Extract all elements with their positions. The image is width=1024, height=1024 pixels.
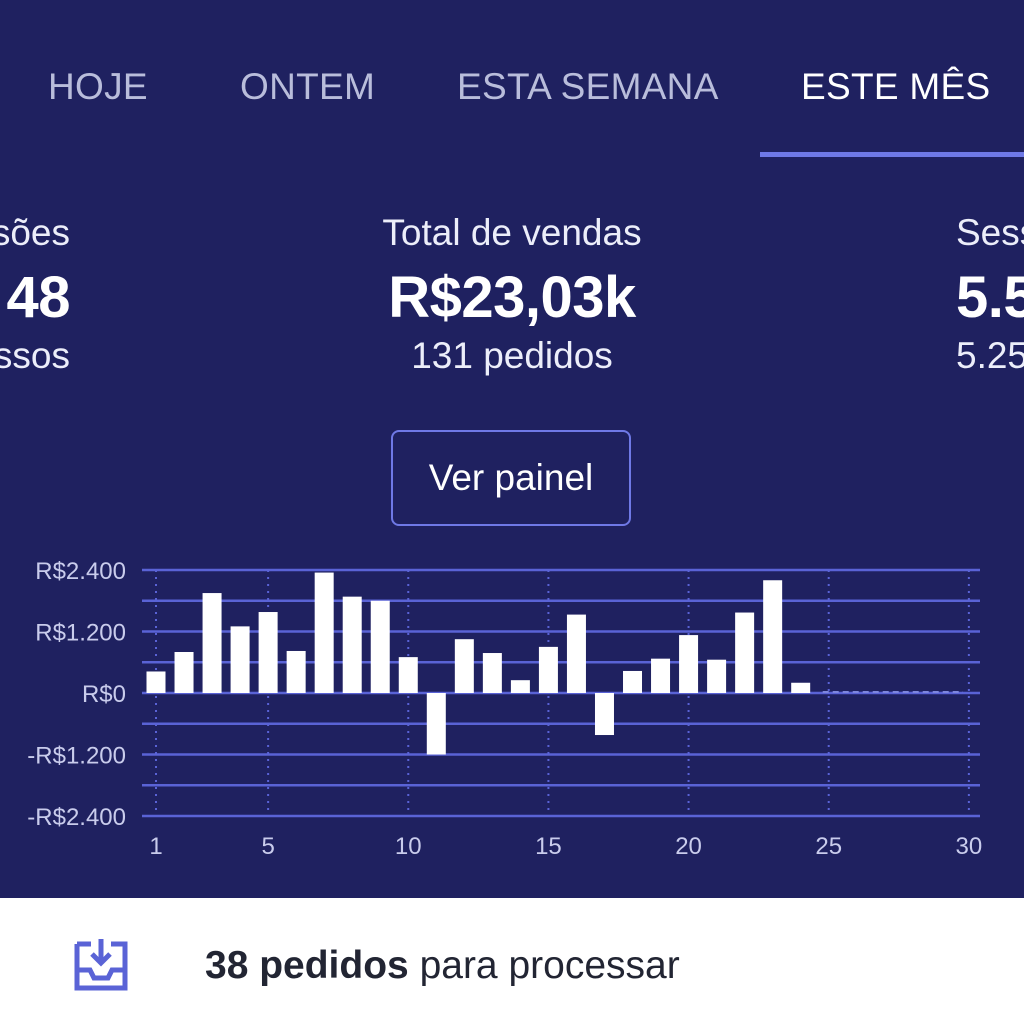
y-tick-label: -R$1.200 xyxy=(27,743,126,770)
bar-day-9 xyxy=(370,600,390,693)
orders-count: 38 pedidos xyxy=(205,944,409,987)
sessions-label: Sess xyxy=(956,212,1024,253)
bar-day-10 xyxy=(398,657,418,693)
bar-day-14 xyxy=(510,680,530,693)
y-tick-label: R$1.200 xyxy=(35,620,126,647)
bar-day-6 xyxy=(286,650,306,693)
tab-esta-semana[interactable]: ESTA SEMANA xyxy=(457,66,719,107)
sessions-sub: 5.25 xyxy=(956,335,1024,376)
y-tick-label: R$0 xyxy=(82,681,126,708)
total-sales-value: R$23,03k xyxy=(388,265,636,330)
bar-day-11 xyxy=(426,693,446,755)
active-tab-indicator xyxy=(760,152,1024,157)
bar-day-19 xyxy=(651,658,671,693)
bar-day-3 xyxy=(202,593,222,693)
tab-ontem[interactable]: ONTEM xyxy=(240,66,376,107)
x-tick-label: 10 xyxy=(395,833,422,860)
x-tick-label: 30 xyxy=(956,833,983,860)
bar-day-17 xyxy=(594,693,614,736)
tab-hoje[interactable]: HOJE xyxy=(48,66,148,107)
bar-day-12 xyxy=(454,639,474,693)
inbox-download-icon xyxy=(74,939,128,991)
tab-este-mes[interactable]: ESTE MÊS xyxy=(801,66,991,107)
bar-day-8 xyxy=(342,596,362,693)
stat-card-sessions[interactable]: Sess 5.5 5.25 xyxy=(956,212,1024,377)
x-tick-label: 15 xyxy=(535,833,562,860)
bar-day-1 xyxy=(146,671,166,693)
bar-day-23 xyxy=(763,580,783,693)
stat-card-left[interactable]: sões 48 ssos xyxy=(0,212,71,377)
bar-day-7 xyxy=(314,572,334,693)
bar-day-18 xyxy=(623,670,643,693)
y-tick-label: R$2.400 xyxy=(35,558,126,585)
bar-day-2 xyxy=(174,652,194,693)
bar-day-15 xyxy=(538,646,558,693)
y-tick-label: -R$2.400 xyxy=(27,804,126,831)
stat-left-value: 48 xyxy=(6,265,70,330)
x-tick-label: 25 xyxy=(815,833,842,860)
bar-day-13 xyxy=(482,653,502,693)
total-orders-count: 131 pedidos xyxy=(411,335,613,376)
sales-summary-panel: HOJE ONTEM ESTA SEMANA ESTE MÊS sões 48 … xyxy=(0,0,1024,860)
x-tick-label: 5 xyxy=(261,833,274,860)
bar-day-4 xyxy=(230,626,250,693)
view-dashboard-button[interactable]: Ver painel xyxy=(391,430,631,526)
stat-left-sub: ssos xyxy=(0,335,70,376)
bar-day-24 xyxy=(791,682,811,693)
x-tick-label: 20 xyxy=(675,833,702,860)
stat-card-total-sales[interactable]: Total de vendas R$23,03k 131 pedidos xyxy=(312,212,712,377)
orders-banner[interactable] xyxy=(0,898,1024,1024)
period-tabs: HOJE ONTEM ESTA SEMANA ESTE MÊS xyxy=(0,0,1024,160)
sessions-value: 5.5 xyxy=(956,265,1024,330)
orders-rest-text: para processar xyxy=(408,944,680,987)
x-tick-label: 1 xyxy=(149,833,162,860)
bar-day-22 xyxy=(735,612,755,693)
bar-day-5 xyxy=(258,612,278,693)
bar-day-20 xyxy=(679,635,699,693)
orders-to-process-text[interactable]: 38 pedidos para processar xyxy=(205,944,680,988)
bar-day-21 xyxy=(707,659,727,693)
bar-day-16 xyxy=(566,614,586,693)
total-sales-label: Total de vendas xyxy=(382,212,642,253)
stat-left-label: sões xyxy=(0,212,70,253)
